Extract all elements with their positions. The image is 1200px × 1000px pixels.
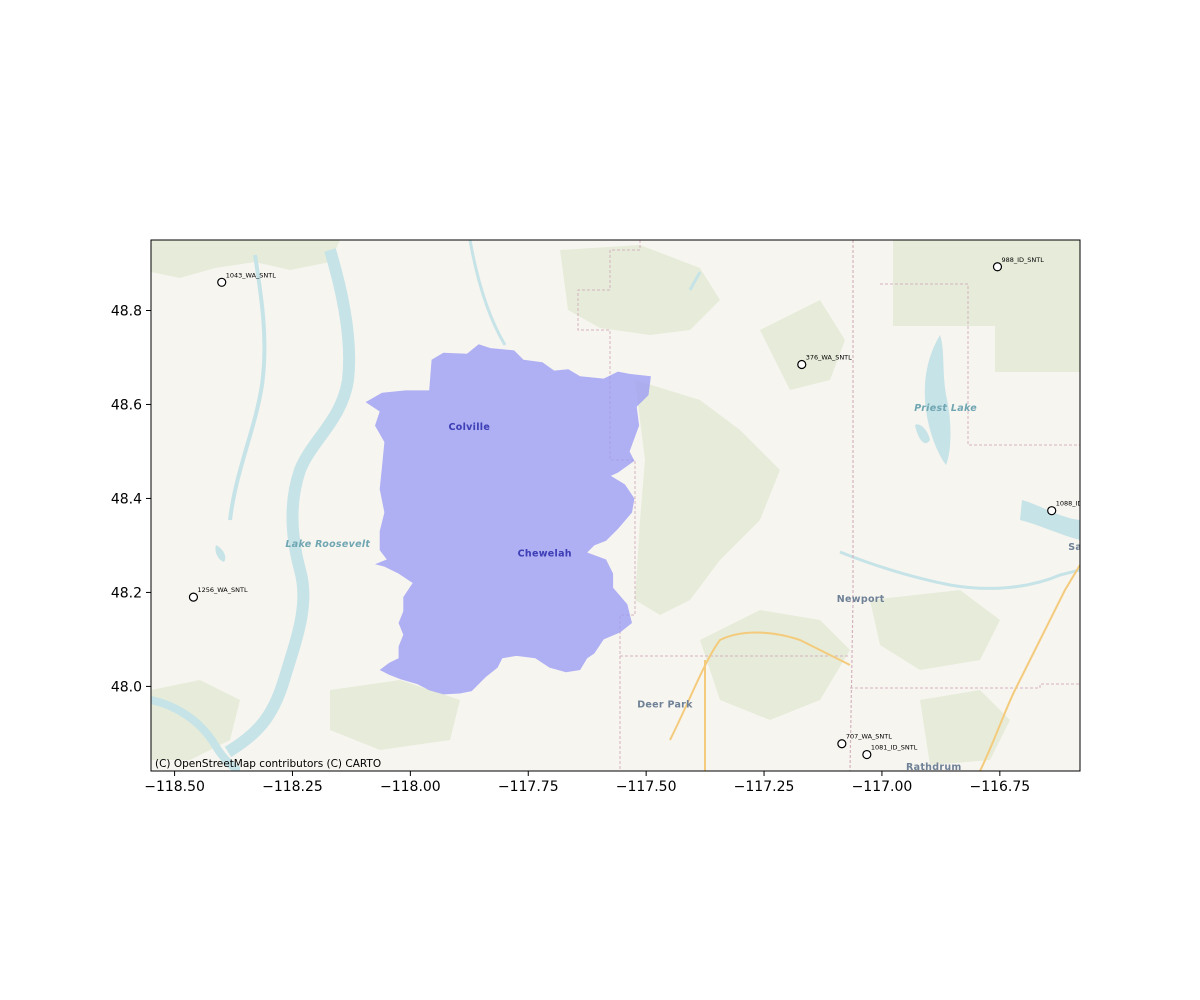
- x-tick-label: −117.50: [616, 779, 677, 795]
- x-tick-label: −117.00: [852, 779, 913, 795]
- station-marker[interactable]: [188, 592, 199, 602]
- y-axis: 48.0 48.2 48.4 48.6 48.8: [111, 303, 151, 695]
- x-tick-label: −117.25: [734, 779, 795, 795]
- map-attribution: (C) OpenStreetMap contributors (C) CARTO: [155, 758, 381, 770]
- y-tick-label: 48.6: [111, 397, 142, 413]
- station-label: 1043_WA_SNTL: [226, 271, 277, 279]
- station-label: 988_ID_SNTL: [1001, 256, 1044, 264]
- x-tick-label: −118.50: [144, 779, 205, 795]
- x-tick-label: −118.25: [262, 779, 323, 795]
- x-axis: −118.50 −118.25 −118.00 −117.75 −117.50 −117.…: [144, 771, 1030, 795]
- axes-frame: [150, 239, 1081, 772]
- water-features: [151, 240, 1080, 771]
- y-tick-label: 48.0: [111, 679, 142, 695]
- y-tick-label: 48.2: [111, 585, 142, 601]
- basin-polygon: [365, 344, 651, 695]
- basin-place-label-colville: Colville: [449, 422, 491, 433]
- x-tick-label: −117.75: [498, 779, 559, 795]
- place-label-priest-lake: Priest Lake: [914, 403, 977, 414]
- station-label: 1088_ID_SNTL: [1056, 500, 1103, 508]
- forest-areas: [151, 240, 1080, 765]
- x-tick-label: −116.75: [969, 779, 1030, 795]
- place-label-lake-roosevelt: Lake Roosevelt: [285, 539, 370, 550]
- place-label-rathdrum: Rathdrum: [906, 762, 962, 773]
- station-marker[interactable]: [837, 739, 847, 749]
- station-label: 376_WA_SNTL: [806, 354, 852, 362]
- highways: [669, 564, 1080, 771]
- station-marker[interactable]: [992, 262, 1003, 272]
- place-label-newport: Newport: [837, 594, 885, 605]
- station-marker[interactable]: [217, 277, 227, 287]
- place-label-deer-park: Deer Park: [637, 700, 693, 711]
- x-tick-label: −118.00: [380, 779, 441, 795]
- station-label: 1256_WA_SNTL: [197, 586, 248, 594]
- station-label: 707_WA_SNTL: [846, 733, 892, 741]
- place-label-sandp: Sandp: [1068, 542, 1103, 553]
- station-marker[interactable]: [1047, 506, 1057, 516]
- station-marker[interactable]: [862, 749, 872, 760]
- y-tick-label: 48.4: [111, 491, 142, 507]
- y-tick-label: 48.8: [111, 303, 142, 319]
- basin-place-label-chewelah: Chewelah: [518, 549, 572, 560]
- station-label: 1081_ID_SNTL: [871, 744, 918, 752]
- basemap-tiles: Colville Chewelah Lake Roosevelt Priest Lak…: [151, 240, 1103, 773]
- station-marker[interactable]: [797, 359, 807, 370]
